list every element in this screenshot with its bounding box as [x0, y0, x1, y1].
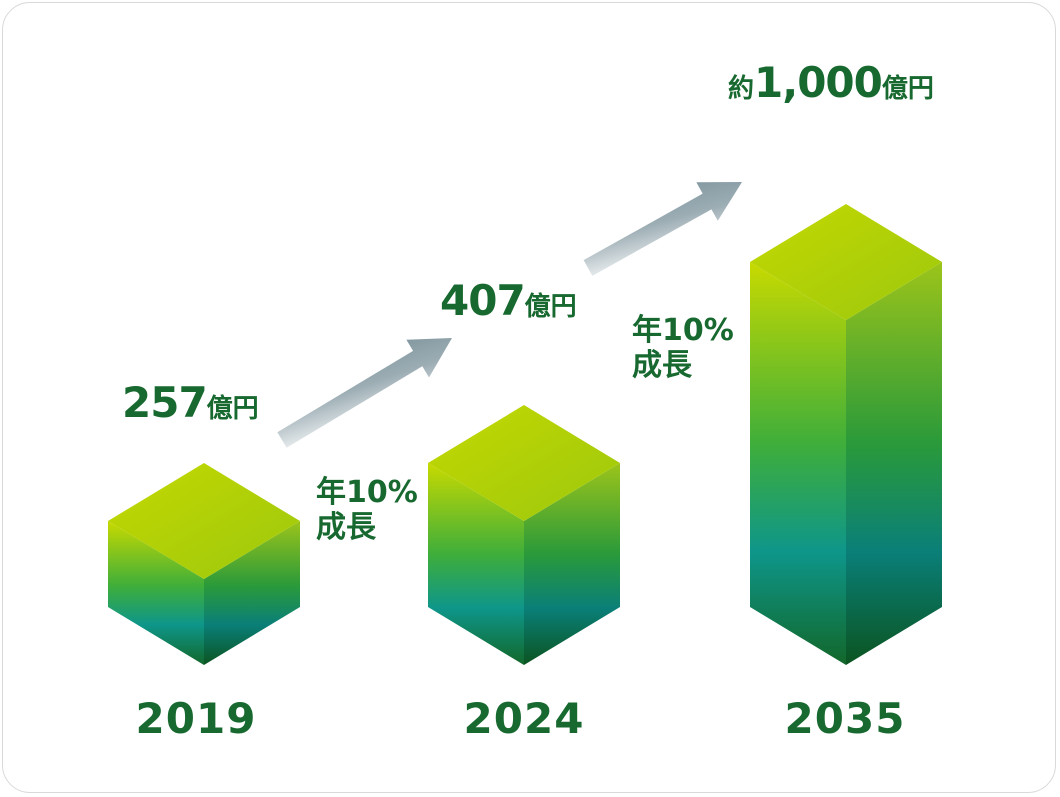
- x-tick-label-2024: 2024: [463, 694, 585, 743]
- growth-annotation-1: 年10% 成長: [316, 475, 418, 546]
- bar-front-2024: [428, 463, 524, 665]
- bar-front-2035: [750, 262, 846, 665]
- growth-arrow-1: [277, 337, 453, 448]
- bar-side-2024: [524, 463, 620, 665]
- bar-top-2035: [750, 204, 942, 320]
- growth-arrow-2: [583, 182, 743, 276]
- value-label-2024: 407億円: [440, 276, 577, 325]
- value-label-2035: 約1,000億円: [728, 58, 934, 107]
- bar-top-2019: [108, 463, 300, 579]
- value-label-2019: 257億円: [122, 378, 259, 427]
- growth-annotation-2: 年10% 成長: [632, 313, 734, 384]
- bar-side-2019: [204, 521, 300, 665]
- bar-front-2019: [108, 521, 204, 665]
- bar-top-2024: [428, 405, 620, 521]
- x-tick-label-2035: 2035: [784, 694, 906, 743]
- bar-side-2035: [846, 262, 942, 665]
- x-tick-label-2019: 2019: [135, 694, 257, 743]
